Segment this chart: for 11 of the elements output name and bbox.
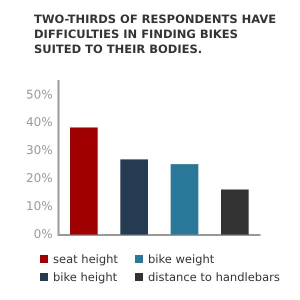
y-tick-label: 10% [26,199,53,213]
y-tick-label: 20% [26,171,53,186]
legend-label: seat height [52,252,119,266]
legend-label: bike weight [147,252,216,266]
legend-label: distance to handlebars [147,270,281,284]
y-tick-label: 50% [26,87,53,102]
legend-label: bike height [52,270,118,284]
y-tick-label: 30% [26,143,53,158]
y-tick-label: 40% [26,115,53,130]
y-tick-label: 0% [34,226,53,241]
chart-title: TWO-THIRDS OF RESPONDENTS HAVE DIFFICULTIES IN FINDING BIKES SUITED TO THEIR BODIES. [34,12,278,57]
